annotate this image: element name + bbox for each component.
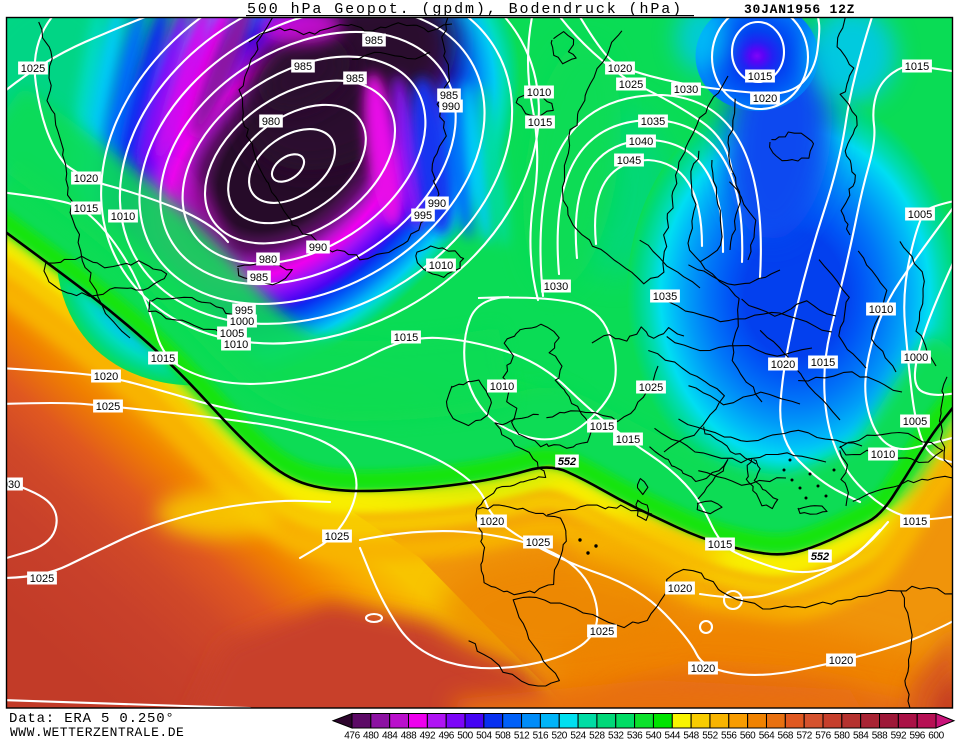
- svg-text:1015: 1015: [74, 203, 98, 215]
- svg-text:1020: 1020: [608, 63, 632, 75]
- svg-text:1035: 1035: [641, 116, 665, 128]
- svg-text:1030: 1030: [544, 281, 568, 293]
- svg-text:1025: 1025: [21, 63, 45, 75]
- svg-text:1010: 1010: [111, 211, 135, 223]
- svg-text:1015: 1015: [811, 357, 835, 369]
- svg-text:1025: 1025: [639, 382, 663, 394]
- svg-text:1015: 1015: [590, 421, 614, 433]
- svg-text:1020: 1020: [771, 359, 795, 371]
- svg-text:1010: 1010: [490, 381, 514, 393]
- svg-text:1030: 1030: [0, 479, 20, 491]
- svg-text:536: 536: [627, 731, 643, 742]
- svg-text:1035: 1035: [653, 291, 677, 303]
- svg-text:995: 995: [235, 305, 253, 317]
- svg-text:1020: 1020: [829, 655, 853, 667]
- svg-text:532: 532: [608, 731, 624, 742]
- svg-text:512: 512: [514, 731, 530, 742]
- svg-text:480: 480: [363, 731, 379, 742]
- svg-text:1025: 1025: [30, 573, 54, 585]
- svg-text:500 hPa Geopot. (gpdm), Bodend: 500 hPa Geopot. (gpdm), Bodendruck (hPa): [247, 1, 683, 18]
- svg-text:1025: 1025: [619, 79, 643, 91]
- svg-text:985: 985: [440, 90, 458, 102]
- svg-text:552: 552: [702, 731, 718, 742]
- svg-text:520: 520: [551, 731, 567, 742]
- svg-text:568: 568: [778, 731, 794, 742]
- svg-text:1015: 1015: [394, 332, 418, 344]
- svg-text:990: 990: [442, 101, 460, 113]
- svg-text:600: 600: [928, 731, 944, 742]
- svg-text:552: 552: [558, 456, 576, 468]
- svg-text:1030: 1030: [674, 84, 698, 96]
- svg-text:990: 990: [309, 242, 327, 254]
- svg-text:476: 476: [344, 731, 360, 742]
- svg-text:504: 504: [476, 731, 492, 742]
- svg-text:1010: 1010: [527, 87, 551, 99]
- svg-text:1015: 1015: [748, 71, 772, 83]
- svg-text:985: 985: [346, 73, 364, 85]
- svg-text:1020: 1020: [753, 93, 777, 105]
- svg-text:985: 985: [365, 35, 383, 47]
- svg-text:1020: 1020: [94, 371, 118, 383]
- svg-text:564: 564: [759, 731, 775, 742]
- svg-text:572: 572: [796, 731, 812, 742]
- svg-text:584: 584: [853, 731, 869, 742]
- svg-text:484: 484: [382, 731, 398, 742]
- svg-text:1025: 1025: [96, 401, 120, 413]
- svg-text:492: 492: [420, 731, 436, 742]
- svg-text:995: 995: [414, 210, 432, 222]
- svg-text:990: 990: [428, 198, 446, 210]
- svg-text:1000: 1000: [230, 316, 254, 328]
- svg-text:Data: ERA 5 0.250°: Data: ERA 5 0.250°: [9, 711, 175, 727]
- svg-text:1020: 1020: [668, 583, 692, 595]
- svg-text:524: 524: [570, 731, 586, 742]
- svg-text:1005: 1005: [903, 416, 927, 428]
- svg-text:980: 980: [262, 116, 280, 128]
- svg-text:1025: 1025: [325, 531, 349, 543]
- svg-text:1020: 1020: [74, 173, 98, 185]
- svg-text:548: 548: [683, 731, 699, 742]
- svg-text:985: 985: [250, 272, 268, 284]
- svg-text:552: 552: [811, 551, 829, 563]
- svg-text:1015: 1015: [903, 516, 927, 528]
- svg-text:540: 540: [646, 731, 662, 742]
- svg-text:560: 560: [740, 731, 756, 742]
- svg-text:588: 588: [872, 731, 888, 742]
- svg-text:1015: 1015: [528, 117, 552, 129]
- svg-text:1010: 1010: [869, 304, 893, 316]
- svg-text:1010: 1010: [871, 449, 895, 461]
- svg-text:1005: 1005: [220, 328, 244, 340]
- svg-text:500: 500: [457, 731, 473, 742]
- svg-text:488: 488: [401, 731, 417, 742]
- svg-text:980: 980: [259, 254, 277, 266]
- svg-text:1015: 1015: [151, 353, 175, 365]
- svg-text:1025: 1025: [590, 626, 614, 638]
- svg-text:1000: 1000: [904, 352, 928, 364]
- svg-text:592: 592: [891, 731, 907, 742]
- svg-text:596: 596: [909, 731, 925, 742]
- svg-text:1020: 1020: [691, 663, 715, 675]
- svg-text:1015: 1015: [905, 61, 929, 73]
- svg-text:508: 508: [495, 731, 511, 742]
- svg-text:576: 576: [815, 731, 831, 742]
- svg-text:1015: 1015: [708, 539, 732, 551]
- svg-text:580: 580: [834, 731, 850, 742]
- svg-text:985: 985: [294, 61, 312, 73]
- svg-text:556: 556: [721, 731, 737, 742]
- svg-text:1040: 1040: [629, 136, 653, 148]
- svg-text:WWW.WETTERZENTRALE.DE: WWW.WETTERZENTRALE.DE: [10, 725, 184, 740]
- svg-text:496: 496: [438, 731, 454, 742]
- svg-text:1015: 1015: [616, 434, 640, 446]
- svg-text:1020: 1020: [480, 516, 504, 528]
- svg-text:1010: 1010: [224, 339, 248, 351]
- svg-text:1025: 1025: [526, 537, 550, 549]
- svg-text:516: 516: [533, 731, 549, 742]
- svg-text:544: 544: [665, 731, 681, 742]
- svg-text:1045: 1045: [617, 155, 641, 167]
- svg-text:528: 528: [589, 731, 605, 742]
- svg-text:30JAN1956 12Z: 30JAN1956 12Z: [744, 2, 855, 17]
- svg-text:1010: 1010: [429, 260, 453, 272]
- svg-text:1005: 1005: [908, 209, 932, 221]
